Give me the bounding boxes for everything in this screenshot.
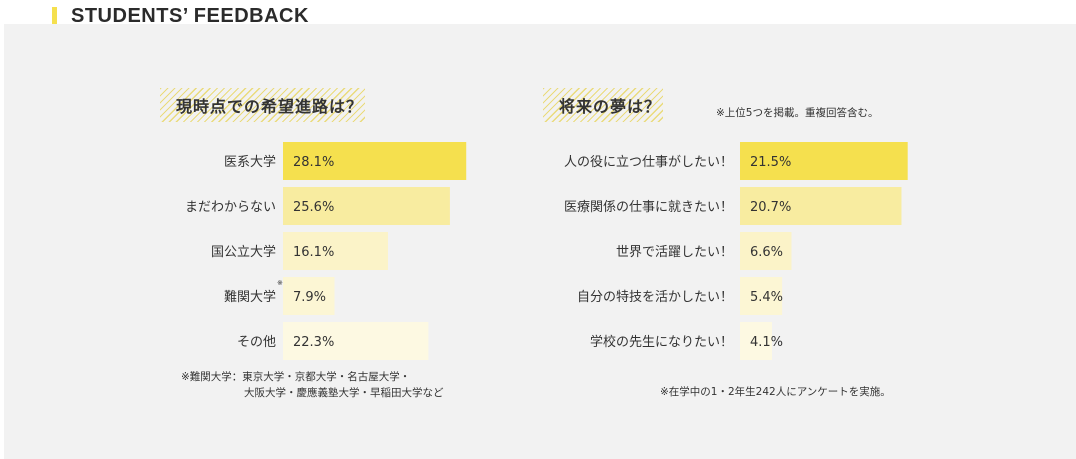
chart2-value-label: 21.5% [750, 155, 791, 170]
chart2-subtitle: ※上位5つを掲載。重複回答含む。 [716, 107, 879, 119]
chart2-bar [740, 142, 908, 180]
chart2-value-label: 6.6% [750, 245, 783, 260]
chart1-bar [283, 187, 450, 225]
chart1-bar [283, 277, 335, 315]
chart1-bar [283, 322, 429, 360]
chart1-bar [283, 142, 467, 180]
chart1-footnote-line2: 大阪大学・慶應義塾大学・早稲田大学など [244, 387, 444, 399]
chart2-value-label: 4.1% [750, 335, 783, 350]
chart1-bar [283, 232, 388, 270]
chart1-title-box: 現時点での希望進路は？ [160, 88, 390, 122]
chart1-footnote-line1: ※難関大学：東京大学・京都大学・名古屋大学・ [181, 371, 411, 383]
chart2-value-label: 20.7% [750, 200, 791, 215]
chart1-value-label: 7.9% [293, 290, 326, 305]
chart1-value-label: 25.6% [293, 200, 334, 215]
chart2-bar [740, 322, 772, 360]
chart1-value-label: 16.1% [293, 245, 334, 260]
section-title: STUDENTS’ FEEDBACK [71, 4, 309, 27]
chart1-category-label: まだわからない [185, 200, 276, 215]
chart2-title-box: 将来の夢は？ [543, 88, 703, 122]
chart2-bar [740, 187, 902, 225]
section-accent-bar [52, 7, 57, 25]
chart2-category-label: 医療関係の仕事に就きたい！ [564, 200, 733, 215]
chart2-footnote: ※在学中の1・2年生242人にアンケートを実施。 [660, 386, 891, 398]
section-header: STUDENTS’ FEEDBACK [52, 4, 309, 28]
chart1-category-label: 難関大学 [224, 289, 276, 305]
chart2-value-label: 5.4% [750, 290, 783, 305]
chart1-value-label: 22.3% [293, 335, 334, 350]
chart2-category-label: 学校の先生になりたい！ [590, 334, 733, 350]
chart2-category-label: 自分の特技を活かしたい！ [577, 290, 733, 305]
chart1-footnote: ※難関大学：東京大学・京都大学・名古屋大学・ 大阪大学・慶應義塾大学・早稲田大学… [181, 369, 481, 401]
chart1-value-label: 28.1% [293, 155, 334, 170]
chart2-category-label: 世界で活躍したい！ [616, 245, 733, 260]
chart2-bar [740, 277, 783, 315]
chart2-title: 将来の夢は？ [559, 97, 662, 116]
chart2-svg: 人の役に立つ仕事がしたい！ 21.5% 医療関係の仕事に就きたい！ 20.7% 世界で活… [564, 142, 908, 360]
chart1-category-label: 国公立大学 [211, 244, 276, 260]
chart1-category-label: その他 [237, 335, 276, 350]
chart1-title-hatch [160, 88, 365, 122]
chart1-category-label: 医系大学 [224, 154, 276, 170]
chart2-title-hatch [543, 88, 663, 122]
chart1-category-mark: ※ [277, 279, 283, 287]
chart1-title: 現時点での希望進路は？ [176, 97, 364, 116]
chart2-bar [740, 232, 792, 270]
chart2-category-label: 人の役に立つ仕事がしたい！ [564, 155, 733, 170]
chart1-svg: 医系大学 28.1% まだわからない 25.6% 国公立大学 16.1% 難関大学※ 7.9%… [185, 142, 467, 360]
